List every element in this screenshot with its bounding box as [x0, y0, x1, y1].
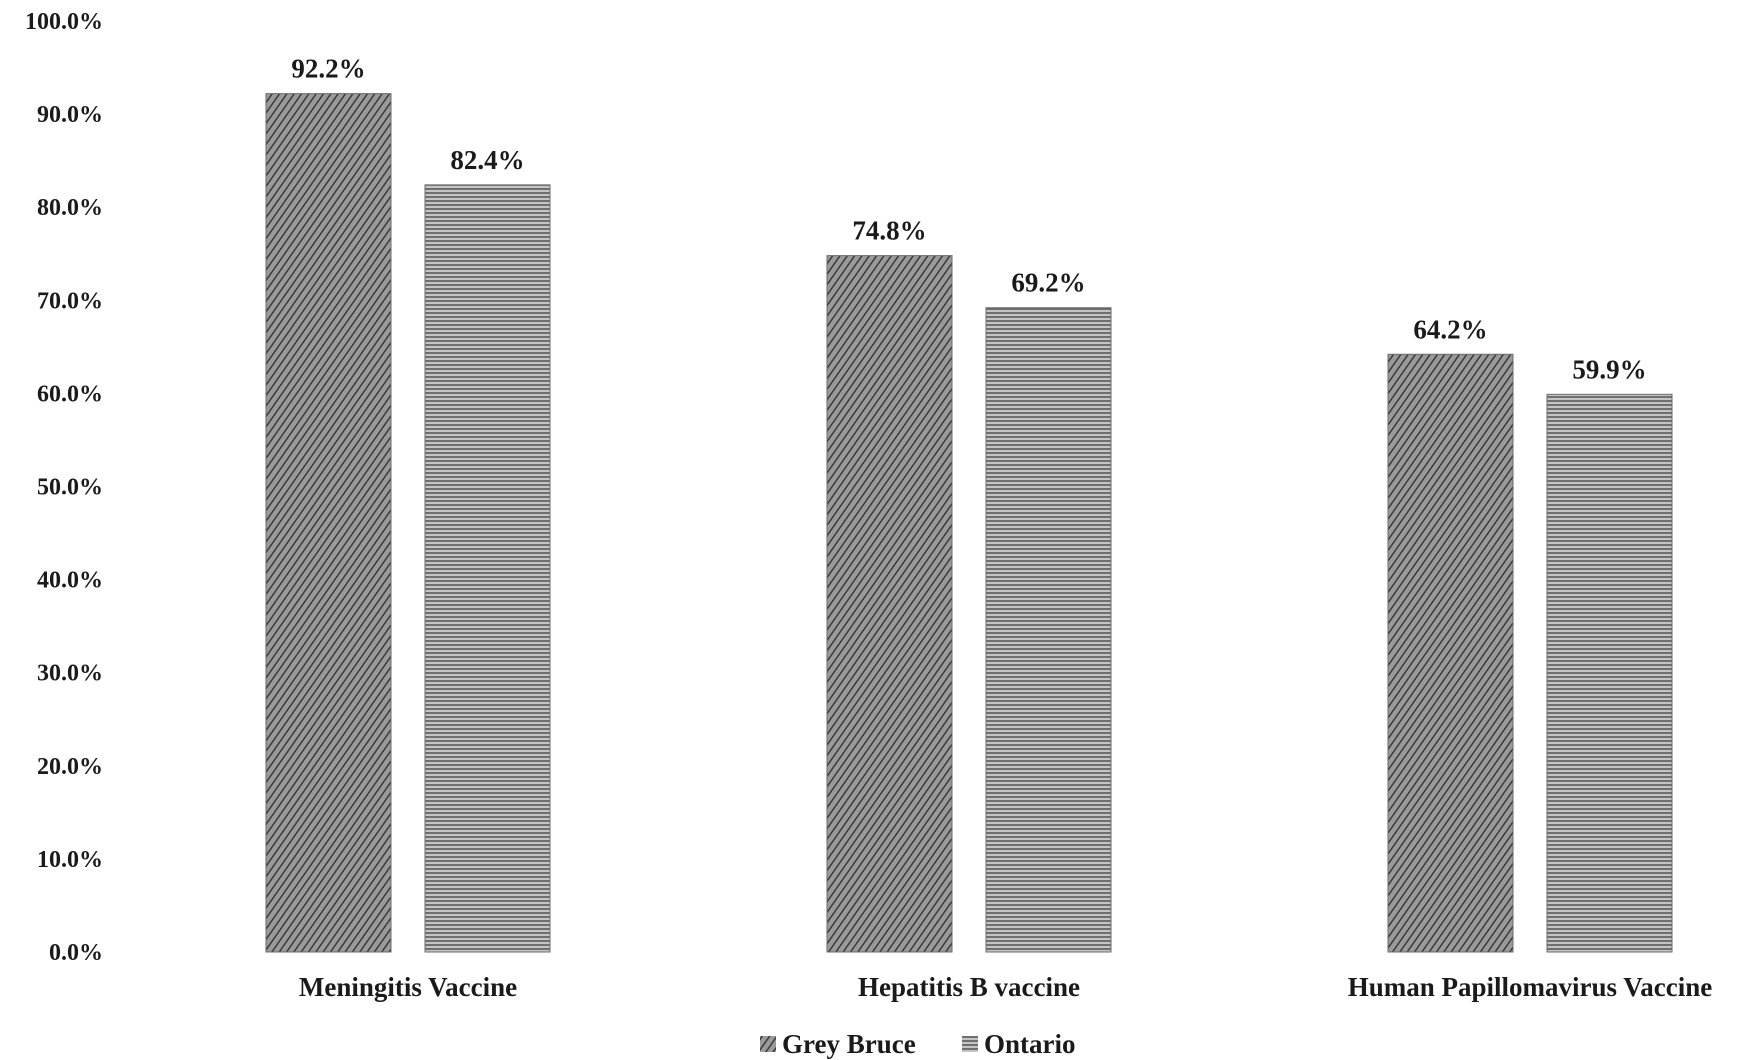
x-axis: Meningitis Vaccine Hepatitis B vaccine Hum… — [299, 972, 1712, 1002]
data-label: 92.2% — [291, 54, 365, 84]
y-tick-label: 0.0% — [49, 940, 103, 966]
legend-swatch-ontario — [962, 1036, 978, 1052]
legend: Grey Bruce Ontario — [760, 1029, 1076, 1059]
y-tick-label: 40.0% — [37, 568, 103, 594]
data-label: 82.4% — [450, 145, 524, 175]
y-tick-label: 60.0% — [37, 381, 103, 407]
y-tick-label: 30.0% — [37, 661, 103, 687]
y-tick-label: 80.0% — [37, 195, 103, 221]
x-category-label: Meningitis Vaccine — [299, 972, 517, 1002]
data-label: 69.2% — [1011, 268, 1085, 298]
legend-label: Grey Bruce — [782, 1029, 916, 1059]
bars-group — [265, 93, 1673, 953]
bar-grey-bruce — [265, 93, 392, 953]
y-tick-label: 90.0% — [37, 102, 103, 128]
y-tick-label: 20.0% — [37, 754, 103, 780]
data-labels-group: 92.2% 82.4% 74.8% 69.2% 64.2% 59.9% — [291, 54, 1646, 385]
y-tick-label: 10.0% — [37, 847, 103, 873]
y-tick-label: 50.0% — [37, 475, 103, 501]
data-label: 64.2% — [1413, 314, 1487, 344]
bar-grey-bruce — [826, 255, 953, 953]
x-category-label: Hepatitis B vaccine — [858, 972, 1080, 1002]
y-axis: 0.0% 10.0% 20.0% 30.0% 40.0% 50.0% 60.0% 70.0% 8… — [25, 9, 103, 966]
data-label: 74.8% — [852, 216, 926, 246]
legend-swatch-grey-bruce — [760, 1036, 776, 1052]
legend-label: Ontario — [984, 1029, 1076, 1059]
y-tick-label: 70.0% — [37, 288, 103, 314]
bar-ontario — [985, 307, 1112, 953]
bar-grey-bruce — [1387, 353, 1514, 953]
x-category-label: Human Papillomavirus Vaccine — [1348, 972, 1713, 1002]
bar-ontario — [424, 184, 551, 953]
data-label: 59.9% — [1572, 354, 1646, 384]
bar-ontario — [1546, 393, 1673, 953]
y-tick-label: 100.0% — [25, 9, 103, 35]
